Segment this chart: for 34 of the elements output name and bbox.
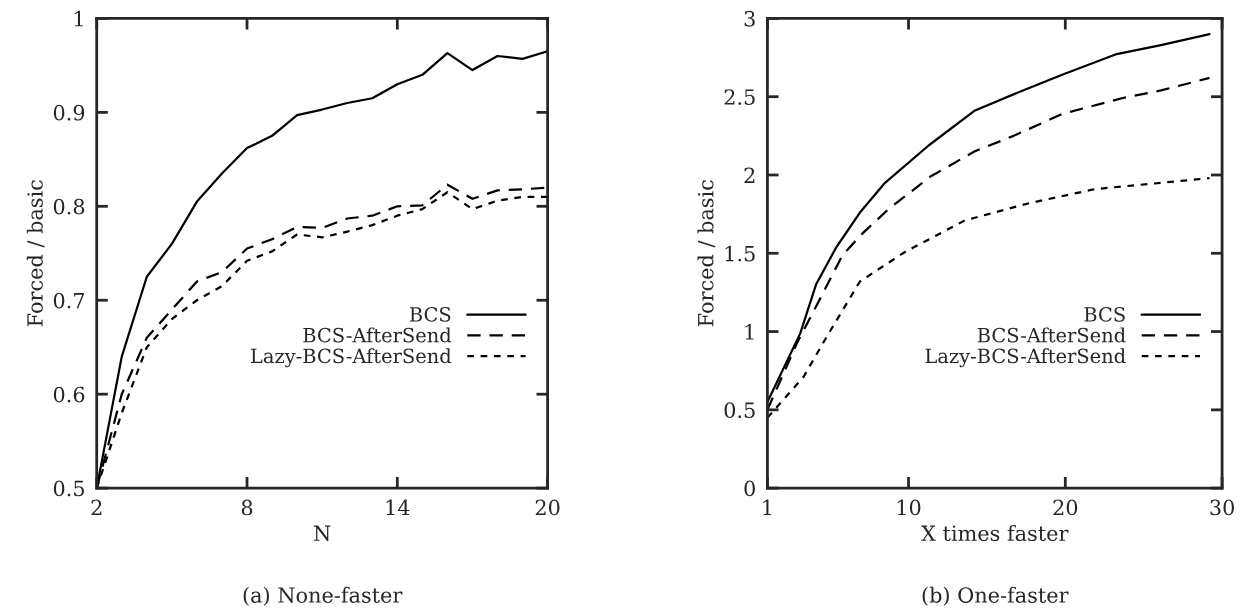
x-tick-label: 14: [386, 499, 410, 516]
line-series: [767, 177, 1211, 419]
x-axis-title: N: [314, 525, 331, 542]
x-tick-label: 20: [1053, 499, 1078, 516]
legend-label: BCS-AfterSend: [303, 327, 452, 343]
y-tick-label: 0.9: [53, 104, 85, 121]
y-tick-label: 1: [74, 10, 83, 27]
y-tick-label: 0.5: [53, 480, 84, 497]
x-tick-label: 10: [897, 499, 921, 516]
y-tick-label: 2: [744, 167, 755, 183]
y-tick-label: 0.6: [53, 386, 85, 403]
legend-label: BCS: [409, 307, 451, 322]
x-tick-label: 8: [241, 499, 253, 516]
legend-label: Lazy-BCS-AfterSend: [251, 348, 452, 368]
x-axis-title: X times faster: [921, 524, 1069, 542]
legend-label: BCS-AfterSend: [977, 327, 1126, 343]
legend-label: Lazy-BCS-AfterSend: [925, 348, 1126, 368]
y-tick-label: 1.5: [725, 245, 755, 262]
x-tick-label: 30: [1210, 499, 1234, 516]
y-axis-title: Forced / basic: [697, 180, 716, 327]
x-tick-label: 1: [763, 499, 772, 516]
text: (a) None-faster: [243, 586, 403, 606]
y-tick-label: 0.8: [53, 198, 85, 215]
x-tick-label: 20: [535, 499, 560, 516]
y-axis-title: Forced / basic: [26, 180, 45, 327]
y-tick-label: 0: [744, 480, 755, 497]
y-tick-label: 3: [744, 10, 755, 27]
text: (b) One-faster: [922, 586, 1069, 606]
y-tick-label: 0.5: [724, 402, 755, 419]
y-tick-label: 2.5: [724, 89, 755, 105]
x-tick-label: 2: [91, 499, 102, 516]
y-tick-label: 1: [745, 324, 754, 340]
y-tick-label: 0.7: [53, 292, 85, 309]
legend-label: BCS: [1084, 307, 1125, 322]
